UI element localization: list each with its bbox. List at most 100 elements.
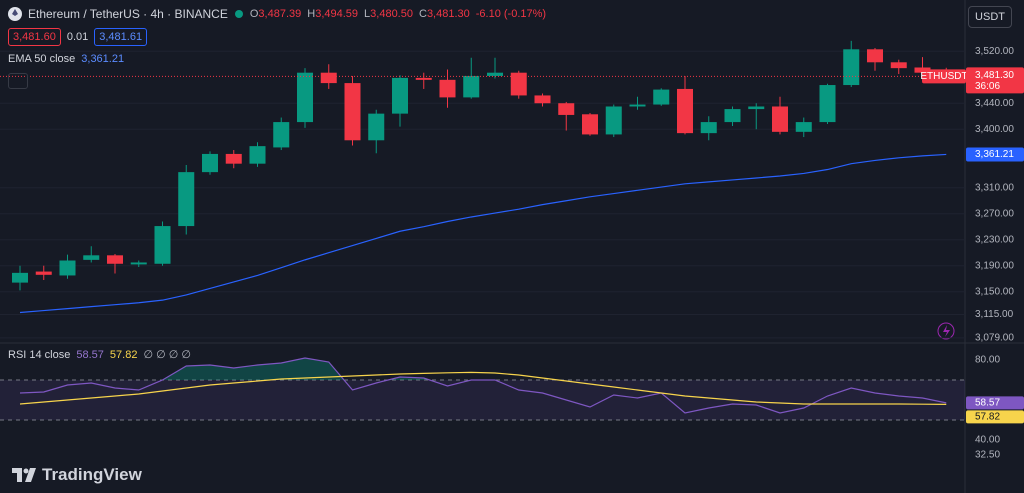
y-tick-label: 3,520.00 (975, 46, 1014, 57)
currency-button[interactable]: USDT (968, 6, 1012, 28)
candle-body (843, 49, 860, 86)
sell-button[interactable]: 3,481.60 (8, 28, 61, 46)
ema-legend-name[interactable]: EMA 50 close (8, 53, 76, 65)
candle-body (59, 260, 76, 276)
candle-body (748, 106, 765, 110)
candle-body (795, 122, 812, 132)
market-status (234, 10, 243, 18)
price-change: -6.10 (-0.17%) (475, 8, 547, 20)
price-tag-box (966, 67, 1024, 94)
candle-body (35, 271, 52, 275)
candle-body (249, 146, 266, 164)
candle-body (653, 89, 670, 105)
candle-body (202, 153, 218, 173)
symbol-header: Ethereum / TetherUS · 4h · BINANCE O3,48… (8, 7, 546, 21)
eth-icon (8, 7, 22, 21)
ohlc-key: O (249, 8, 259, 20)
ohlc-key: C (418, 8, 427, 20)
rsi-line (19, 371, 947, 405)
candle-body (677, 88, 693, 134)
alert-bolt (943, 325, 950, 337)
candle-body (463, 75, 480, 98)
rsi-band (0, 380, 965, 420)
symbol-name[interactable]: Ethereum / TetherUS · 4h · BINANCE (28, 7, 228, 21)
candle-body (534, 95, 551, 104)
ema-legend-value: 3,361.21 (81, 53, 125, 65)
trade-buttons: 3,481.60 0.01 3,481.61 (8, 28, 148, 46)
spread: 0.01 (66, 31, 89, 43)
y-tick-label: 3,400.00 (975, 124, 1014, 135)
alert-icon[interactable] (937, 322, 955, 340)
y-tick-label: 3,230.00 (975, 234, 1014, 245)
candle-body (867, 49, 883, 63)
y-tick-label: 40.00 (975, 435, 1000, 446)
rsi-ma-legend-value: 57.82 (109, 348, 138, 361)
rsi-tag-text: 58.57 (975, 398, 1000, 409)
ema-legend: EMA 50 close 3,361.21 (8, 53, 124, 65)
price-tag-text: 3,481.30 (975, 70, 1014, 81)
ohlc-value: 3,487.39 (258, 8, 302, 20)
candle-body (629, 104, 646, 107)
candle-body (558, 103, 575, 115)
buy-button[interactable]: 3,481.61 (94, 28, 148, 46)
logo-mark (12, 468, 36, 482)
y-tick-label: 3,440.00 (975, 98, 1014, 109)
y-tick-label: 3,115.00 (975, 309, 1014, 320)
candle-body (273, 122, 290, 148)
ticker-tag: ETHUSDT (920, 71, 967, 82)
rsi-legend-name[interactable]: RSI 14 close (8, 348, 71, 361)
candle-body (819, 85, 836, 123)
candle-body (724, 109, 741, 123)
candle-body (510, 72, 527, 96)
rsi-tag-box (966, 396, 1024, 410)
logo-text: TradingView (42, 465, 142, 484)
candle-body (487, 72, 503, 76)
ticker-tag-box (922, 69, 966, 84)
candle-body (178, 172, 195, 227)
countdown: 36:06 (975, 81, 1000, 92)
y-tick-label: 3,270.00 (975, 208, 1014, 219)
candle-body (154, 226, 171, 264)
candle-body (320, 72, 337, 84)
rsi-legend-extra: ∅ ∅ ∅ ∅ (143, 349, 191, 361)
ohlc-key: L (364, 8, 371, 20)
candle-body (83, 255, 100, 260)
logo[interactable]: TradingView (12, 465, 142, 485)
ema-line (19, 153, 947, 314)
ohlc-value: 3,481.30 (426, 8, 470, 20)
rsi-legend-value: 58.57 (76, 348, 104, 361)
y-tick-label: 32.50 (975, 450, 1000, 461)
candle-body (605, 106, 622, 135)
y-tick-label: 3,150.00 (975, 286, 1014, 297)
candle-body (130, 262, 147, 265)
rsi-line (19, 357, 947, 414)
candle-body (415, 77, 432, 80)
candle-body (772, 106, 788, 132)
candle-body (225, 153, 242, 164)
ema-tag-box (966, 147, 1024, 162)
candle-body (107, 255, 123, 264)
y-tick-label: 3,190.00 (975, 260, 1014, 271)
rsi-tag-text: 57.82 (975, 412, 1000, 423)
y-tick-label: 3,310.00 (975, 182, 1014, 193)
candle-body (439, 79, 456, 98)
candle-body (582, 114, 598, 135)
overbought-fill (20, 358, 947, 380)
y-tick-label: 80.00 (975, 355, 1000, 366)
candle-body (12, 272, 28, 283)
rsi-tag-box (966, 410, 1024, 424)
candle-body (344, 83, 361, 141)
candle-body (392, 77, 408, 114)
y-tick-label: 3,079.00 (975, 332, 1014, 343)
ohlc-value: 3,494.59 (315, 8, 359, 20)
collapse-legend[interactable] (8, 73, 28, 89)
candle-body (890, 62, 907, 69)
ema-tag-text: 3,361.21 (975, 149, 1014, 160)
candle-body (368, 113, 385, 141)
rsi-legend: RSI 14 close 58.57 57.82 ∅ ∅ ∅ ∅ (8, 348, 191, 362)
ohlc-key: H (307, 8, 316, 20)
candle-body (297, 72, 313, 123)
ohlc-value: 3,480.50 (370, 8, 413, 20)
